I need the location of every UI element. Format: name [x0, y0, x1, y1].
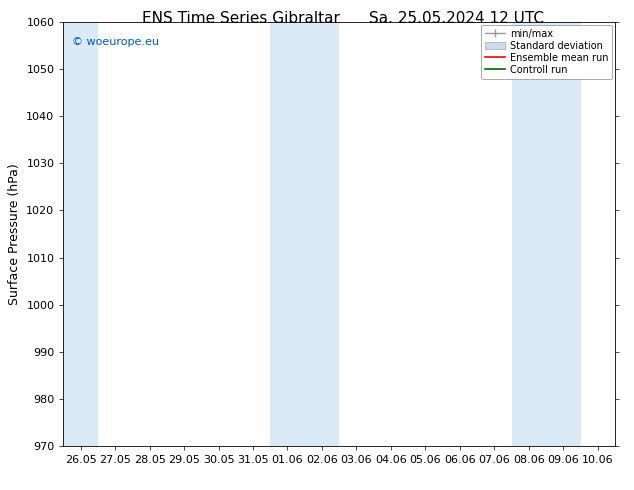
- Text: © woeurope.eu: © woeurope.eu: [72, 37, 158, 47]
- Bar: [63, 22, 98, 446]
- Text: ENS Time Series Gibraltar: ENS Time Series Gibraltar: [142, 11, 340, 26]
- Bar: [270, 22, 339, 446]
- Bar: [512, 22, 581, 446]
- Text: Sa. 25.05.2024 12 UTC: Sa. 25.05.2024 12 UTC: [369, 11, 544, 26]
- Legend: min/max, Standard deviation, Ensemble mean run, Controll run: min/max, Standard deviation, Ensemble me…: [481, 25, 612, 78]
- Y-axis label: Surface Pressure (hPa): Surface Pressure (hPa): [8, 163, 21, 305]
